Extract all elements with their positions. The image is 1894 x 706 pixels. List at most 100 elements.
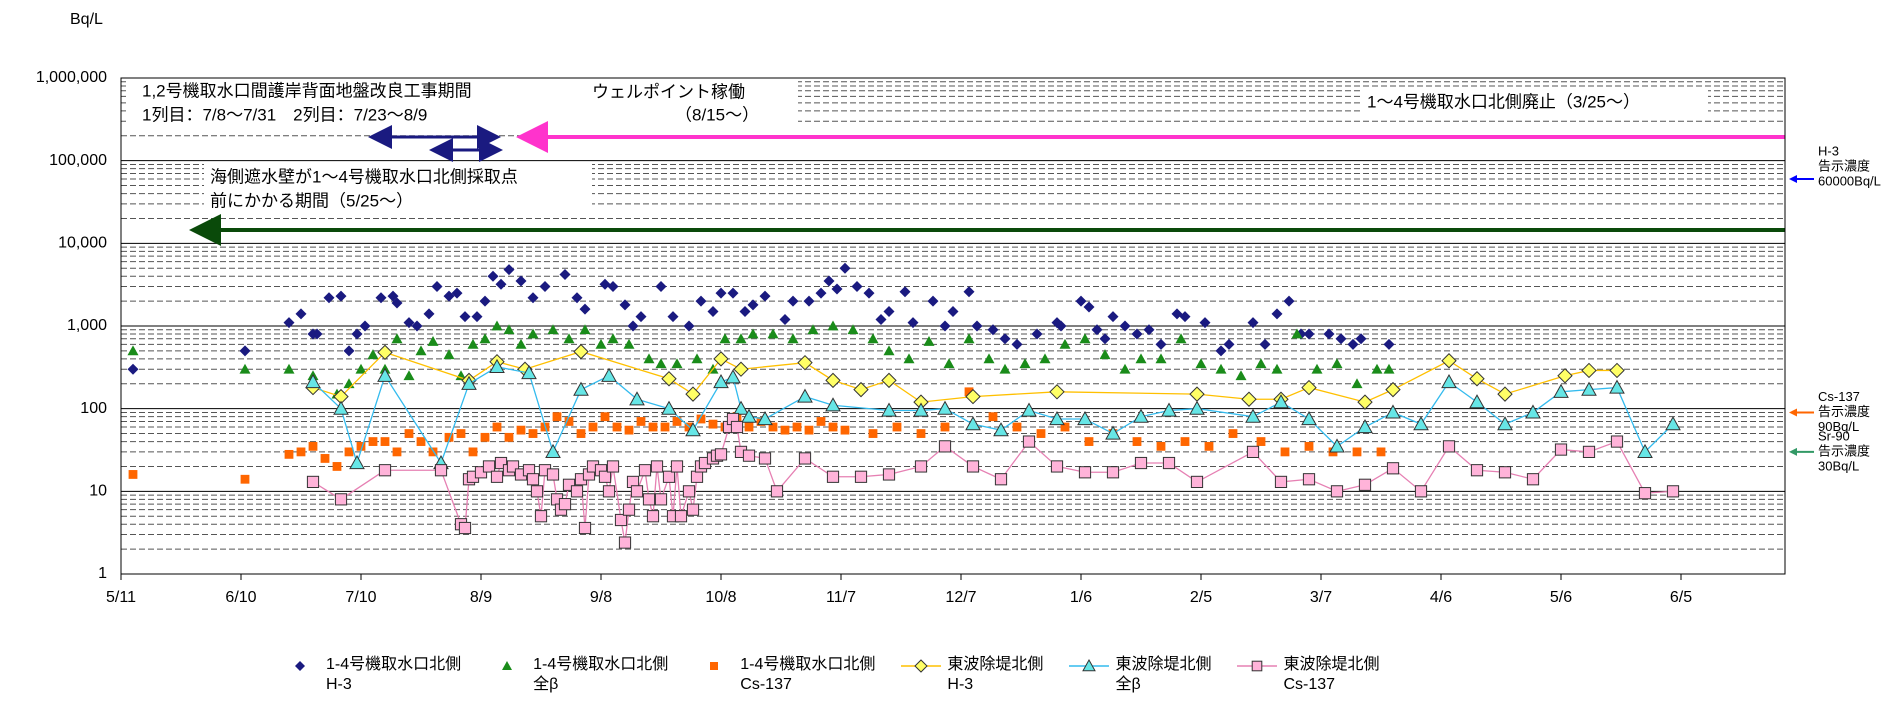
marker-diamond bbox=[1091, 324, 1103, 336]
marker-diamond bbox=[1335, 333, 1347, 345]
marker-triangle bbox=[343, 378, 355, 389]
marker-square bbox=[1012, 422, 1022, 432]
marker-square bbox=[744, 422, 754, 432]
marker-triangle bbox=[367, 349, 379, 360]
marker-square bbox=[662, 470, 676, 483]
marker-triangle bbox=[1135, 353, 1147, 364]
marker-diamond bbox=[619, 299, 631, 311]
reference-label: Cs-137 bbox=[1818, 389, 1860, 404]
marker-diamond bbox=[1099, 333, 1111, 345]
marker-diamond bbox=[1155, 338, 1167, 350]
marker-diamond bbox=[1179, 311, 1191, 323]
marker-square bbox=[1106, 466, 1120, 479]
marker-square bbox=[392, 447, 402, 457]
marker-square bbox=[482, 460, 496, 473]
marker-square bbox=[1078, 466, 1092, 479]
marker-square bbox=[480, 432, 490, 442]
legend-item: 東波除堤北側 全β bbox=[1069, 655, 1211, 695]
note-box bbox=[204, 164, 592, 214]
marker-diamond bbox=[1355, 333, 1367, 345]
x-tick-label: 8/9 bbox=[470, 589, 492, 606]
marker-square bbox=[564, 417, 574, 426]
marker-square bbox=[714, 448, 728, 461]
marker-square bbox=[1330, 485, 1344, 498]
marker-square bbox=[526, 473, 540, 486]
marker-square bbox=[1256, 437, 1266, 446]
legend: 1-4号機取水口北側 H-3 1-4号機取水口北側 全β 1-4号機取水口北側 Cs… bbox=[280, 655, 1379, 695]
marker-diamond bbox=[127, 363, 139, 375]
marker-square bbox=[614, 513, 628, 527]
marker-diamond bbox=[343, 345, 355, 357]
marker-diamond bbox=[747, 299, 759, 311]
marker-triangle bbox=[1525, 404, 1541, 419]
marker-square bbox=[368, 437, 378, 446]
marker-diamond bbox=[627, 320, 639, 332]
marker-square bbox=[1470, 464, 1484, 477]
marker-diamond bbox=[965, 388, 981, 405]
marker-triangle bbox=[937, 400, 953, 415]
marker-square bbox=[344, 447, 354, 457]
marker-triangle bbox=[545, 443, 561, 458]
marker-triangle bbox=[1019, 358, 1031, 369]
marker-square bbox=[284, 449, 294, 459]
marker-triangle bbox=[515, 338, 527, 349]
marker-triangle bbox=[883, 345, 895, 356]
marker-triangle bbox=[607, 333, 619, 344]
marker-triangle bbox=[1059, 338, 1071, 349]
marker-diamond bbox=[853, 381, 869, 398]
marker-triangle bbox=[671, 358, 683, 369]
marker-diamond bbox=[947, 305, 959, 317]
marker-diamond bbox=[797, 354, 813, 371]
reference-arrow-head bbox=[1789, 408, 1797, 417]
marker-triangle bbox=[1301, 410, 1317, 426]
marker-square bbox=[546, 468, 560, 481]
marker-diamond bbox=[283, 317, 295, 329]
marker-square bbox=[940, 422, 950, 432]
marker-square bbox=[562, 478, 576, 491]
marker-diamond bbox=[907, 317, 919, 329]
reference-label: 告示濃度 bbox=[1818, 443, 1870, 458]
reference-label: H-3 bbox=[1818, 143, 1839, 158]
x-tick-label: 11/7 bbox=[826, 589, 856, 606]
marker-square bbox=[428, 447, 438, 457]
marker-diamond bbox=[559, 268, 571, 280]
marker-triangle bbox=[1077, 410, 1093, 426]
marker-square bbox=[816, 417, 826, 426]
marker-square bbox=[742, 449, 756, 462]
marker-triangle bbox=[1441, 374, 1457, 389]
legend-label: 1-4号機取水口北側 H-3 bbox=[326, 656, 462, 693]
marker-diamond bbox=[715, 287, 727, 299]
marker-triangle bbox=[1175, 333, 1187, 344]
note-box bbox=[584, 80, 798, 130]
marker-square bbox=[1246, 445, 1260, 458]
marker-square bbox=[1554, 443, 1568, 456]
marker-triangle bbox=[491, 320, 503, 331]
marker-square bbox=[964, 387, 974, 397]
marker-square bbox=[552, 412, 562, 422]
marker-diamond bbox=[1581, 362, 1597, 379]
marker-diamond bbox=[599, 278, 611, 290]
marker-diamond bbox=[351, 328, 363, 340]
marker-triangle bbox=[881, 402, 897, 417]
marker-triangle bbox=[443, 349, 455, 360]
marker-square bbox=[966, 460, 980, 473]
x-tick-label: 9/8 bbox=[590, 589, 612, 606]
marker-triangle bbox=[827, 320, 839, 331]
marker-triangle bbox=[993, 422, 1009, 437]
marker-diamond bbox=[655, 281, 667, 293]
marker-diamond bbox=[1383, 338, 1395, 350]
marker-diamond bbox=[1011, 338, 1023, 350]
marker-diamond bbox=[459, 311, 471, 323]
marker-square bbox=[686, 503, 700, 516]
marker-diamond bbox=[1199, 317, 1211, 329]
marker-triangle bbox=[1039, 353, 1051, 364]
marker-square bbox=[576, 429, 586, 438]
reference-arrow-head bbox=[1789, 447, 1797, 456]
marker-diamond bbox=[579, 303, 591, 315]
marker-triangle bbox=[427, 335, 439, 346]
marker-square bbox=[654, 493, 668, 506]
marker-triangle bbox=[1049, 410, 1065, 426]
marker-square bbox=[468, 447, 478, 457]
reference-label: 90Bq/L bbox=[1818, 419, 1859, 434]
marker-square bbox=[988, 412, 998, 422]
